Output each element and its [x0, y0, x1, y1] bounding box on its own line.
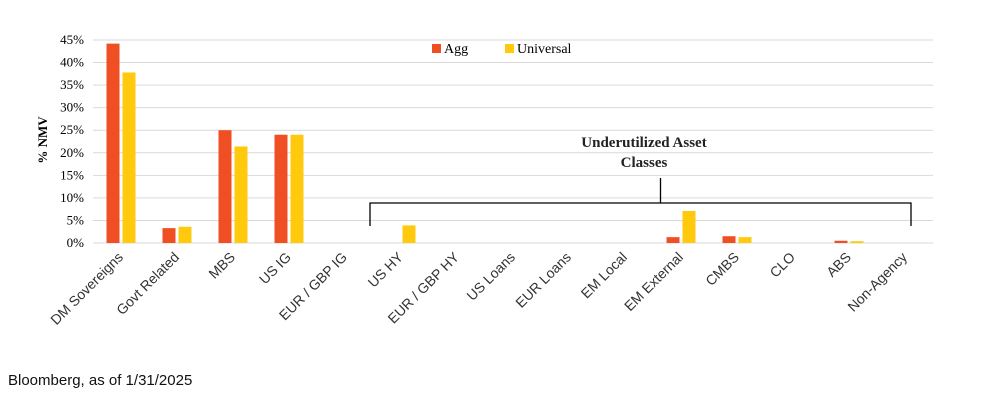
bar-universal [682, 210, 696, 243]
bar-universal [850, 241, 864, 243]
y-axis-label: % NMV [35, 116, 50, 164]
x-tick-label: DM Sovereigns [47, 249, 126, 328]
bar-agg [162, 228, 176, 243]
bar-agg [666, 237, 680, 243]
bar-agg [722, 236, 736, 243]
x-tick-label: US Loans [463, 249, 518, 304]
y-tick-label: 30% [60, 100, 84, 115]
bar-universal [234, 146, 248, 243]
bar-agg [834, 240, 848, 243]
annotation: Underutilized Asset Classes [369, 135, 912, 226]
y-tick-label: 45% [60, 32, 84, 47]
y-tick-label: 25% [60, 122, 84, 137]
y-tick-label: 0% [67, 235, 85, 250]
x-tick-label: US IG [256, 249, 294, 287]
bar-universal [122, 72, 136, 243]
y-tick-label: 40% [60, 55, 84, 70]
x-tick-label: CLO [766, 249, 798, 281]
bar-agg [218, 130, 232, 243]
bar-agg [274, 134, 288, 243]
legend-swatch-agg [432, 44, 441, 53]
y-tick-label: 15% [60, 167, 84, 182]
y-tick-label: 10% [60, 190, 84, 205]
y-tick-label: 5% [67, 212, 85, 227]
bar-universal [178, 226, 192, 243]
annotation-bracket [369, 178, 912, 226]
x-tick-label: EM Local [578, 249, 631, 302]
x-tick-label: CMBS [702, 249, 742, 289]
y-tick-label: 35% [60, 77, 84, 92]
y-tick-labels: 0% 5% 10% 15% 20% 25% 30% 35% 40% 45% [60, 32, 84, 250]
bar-universal [402, 225, 416, 243]
legend-label-universal: Universal [517, 42, 572, 57]
x-tick-label: MBS [205, 249, 238, 282]
gridlines [93, 39, 933, 244]
x-tick-label: EM External [621, 249, 686, 314]
legend-swatch-universal [505, 44, 514, 53]
bar-universal [290, 134, 304, 243]
x-tick-label: Non-Agency [844, 249, 910, 315]
annotation-line-2: Classes [621, 155, 668, 171]
bar-agg [106, 43, 120, 244]
x-tick-label: US HY [365, 248, 407, 290]
y-tick-label: 20% [60, 145, 84, 160]
legend: Agg Universal [432, 42, 572, 57]
bar-chart: 0% 5% 10% 15% 20% 25% 30% 35% 40% 45% DM Sovereig… [35, 32, 933, 328]
source-note: Bloomberg, as of 1/31/2025 [8, 372, 193, 389]
bars [106, 43, 864, 244]
x-tick-label: EUR Loans [512, 249, 574, 311]
bar-universal [738, 237, 752, 243]
legend-label-agg: Agg [444, 42, 468, 57]
x-tick-label: ABS [823, 249, 854, 280]
annotation-line-1: Underutilized Asset [581, 135, 706, 151]
